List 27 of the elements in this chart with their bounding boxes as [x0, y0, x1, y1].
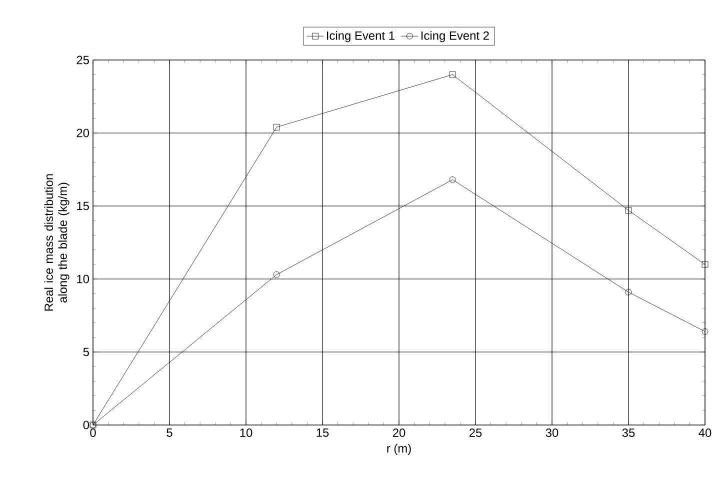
- y-tick-label: 10: [77, 274, 90, 284]
- point: [625, 288, 632, 296]
- point: [702, 328, 708, 335]
- legend-label: Icing Event 2: [422, 31, 489, 42]
- x-axis-title: r (m): [387, 444, 411, 455]
- y-tick-label: 0: [83, 420, 90, 430]
- x-tick-label: 20: [392, 428, 406, 437]
- y-tick-label: 25: [76, 56, 89, 64]
- y-tick-label: 20: [76, 128, 90, 138]
- x-tick-label: 10: [240, 428, 252, 437]
- point: [273, 124, 280, 130]
- y-axis-title: Real ice mass distribution along the blade (kg/m): [44, 174, 70, 311]
- y-tick-label: 5: [83, 348, 89, 356]
- point: [702, 261, 708, 268]
- y-tick-label: 15: [77, 202, 89, 210]
- point: [273, 271, 280, 278]
- x-tick-label: 40: [698, 428, 712, 437]
- x-tick-label: 15: [316, 428, 329, 437]
- x-tick-label: 0: [90, 428, 96, 437]
- x-tick-label: 35: [622, 428, 635, 437]
- legend-label: Icing Event 1: [327, 31, 394, 42]
- point: [449, 176, 456, 183]
- point: [449, 71, 456, 78]
- x-tick-label: 25: [469, 428, 482, 437]
- x-tick-label: 30: [546, 428, 558, 437]
- point: [625, 207, 632, 214]
- x-tick-label: 5: [166, 428, 172, 437]
